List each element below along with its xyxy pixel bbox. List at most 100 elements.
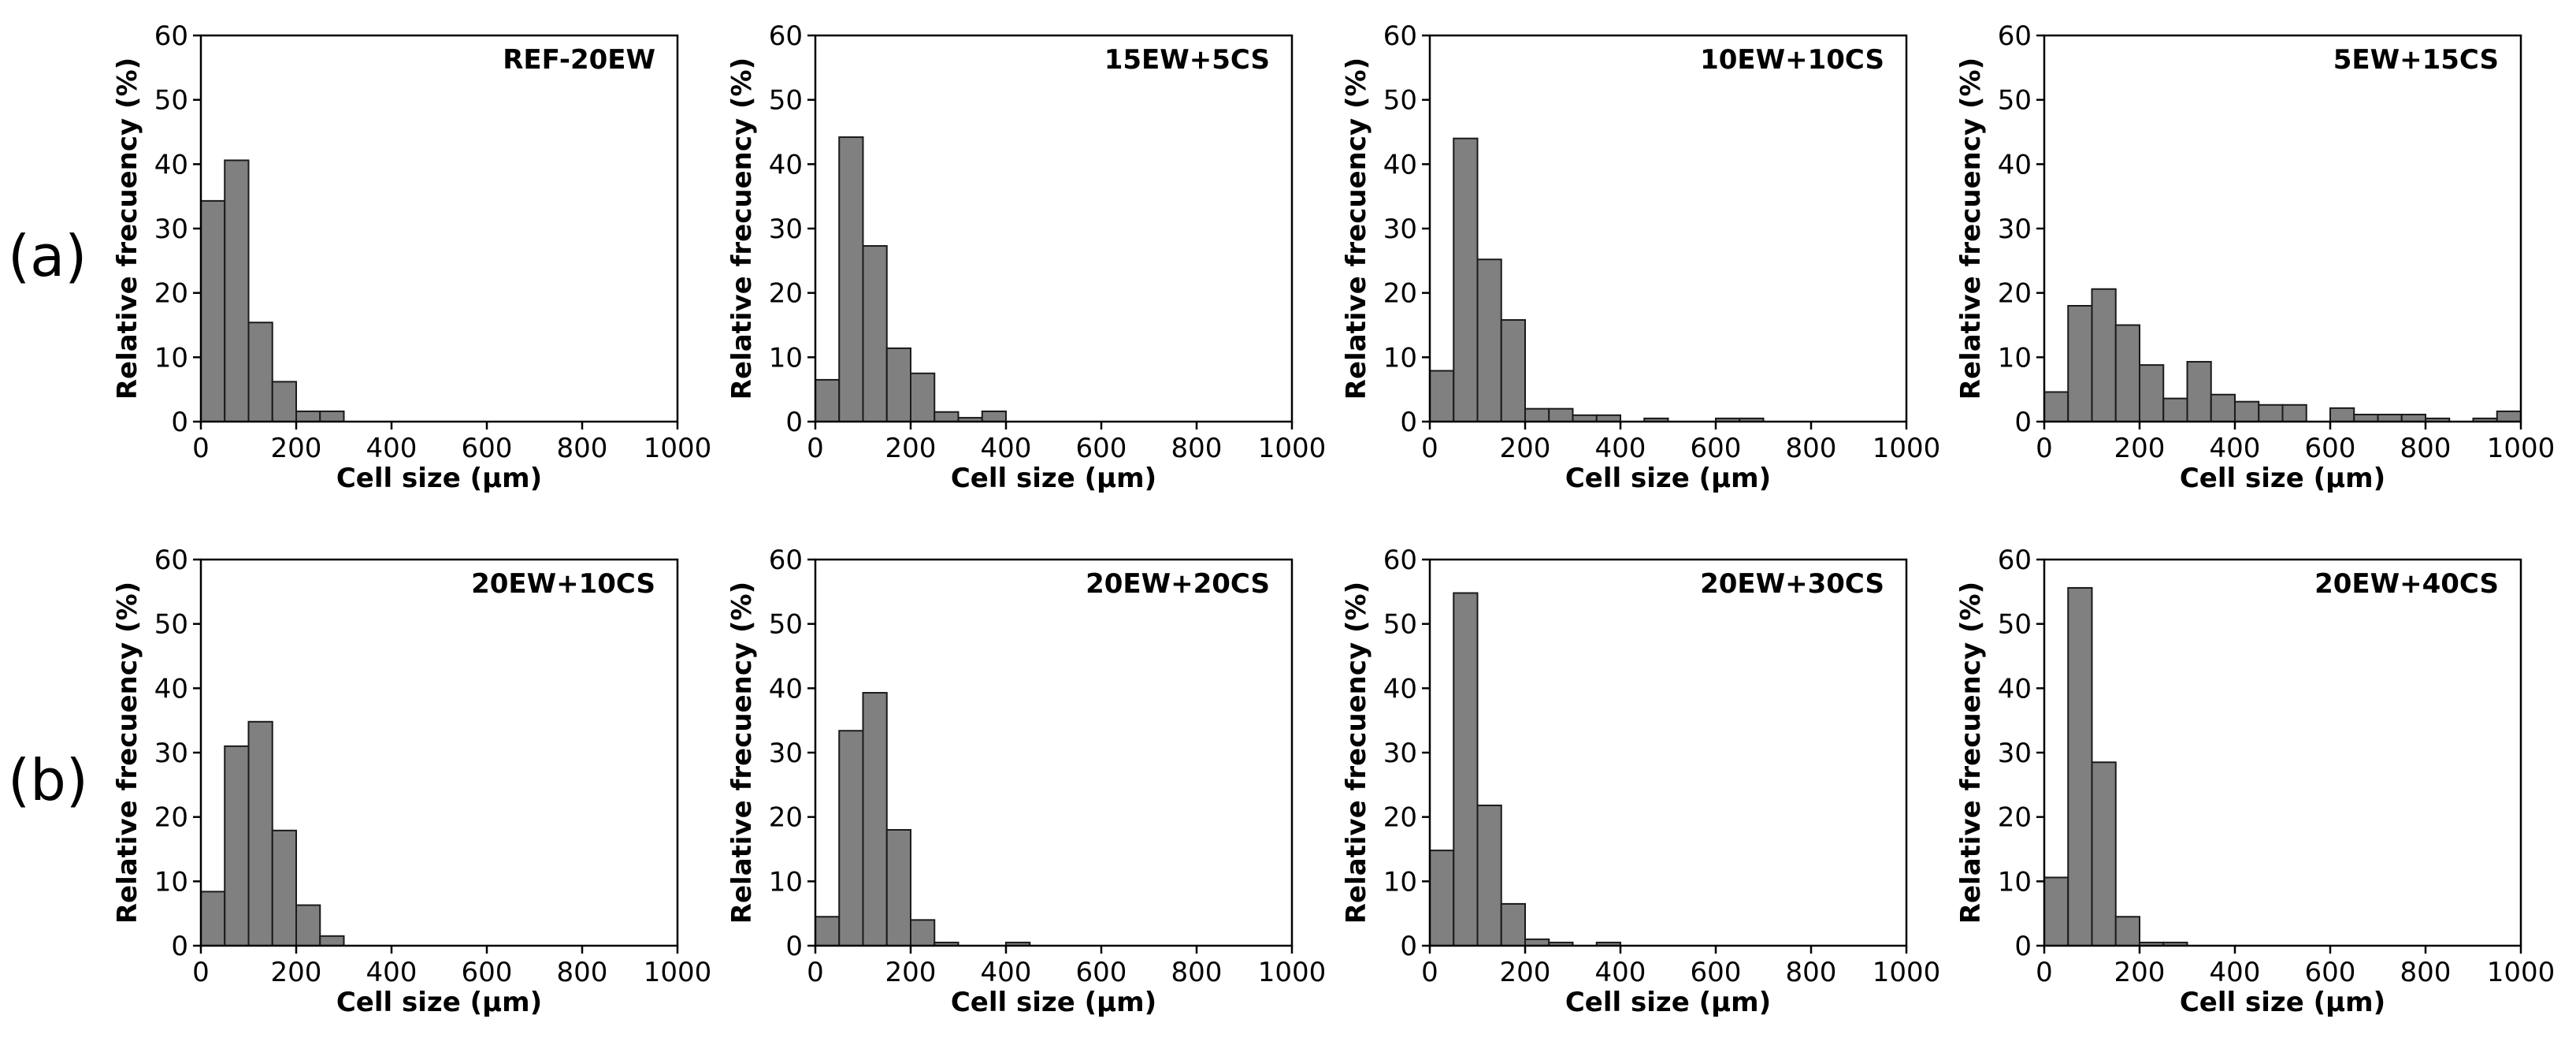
histogram-bar xyxy=(2139,364,2165,422)
y-tick-label: 50 xyxy=(769,85,803,117)
y-axis-title: Relative frecuency (%) xyxy=(1341,58,1372,400)
x-tick-label: 600 xyxy=(2305,957,2356,988)
histogram-panel: 0 200 400 600 800 1000 0 10 20 30 40 50 60 Cell size … xyxy=(1341,545,1940,1018)
histogram-bar xyxy=(1453,592,1479,946)
y-tick-label: 30 xyxy=(769,214,803,245)
x-axis-title: Cell size (μm) xyxy=(1565,987,1771,1018)
y-tick-label: 50 xyxy=(154,609,188,641)
x-tick-label: 800 xyxy=(1786,433,1837,464)
y-tick-label: 40 xyxy=(1998,149,2032,180)
histogram-bar xyxy=(1429,370,1455,423)
x-tick-label: 400 xyxy=(1595,957,1646,988)
y-tick-label: 60 xyxy=(1998,20,2032,52)
histogram-bar xyxy=(2043,876,2069,947)
histogram-bar xyxy=(981,410,1007,423)
histogram-bar xyxy=(885,347,911,422)
panel-title: 20EW+10CS xyxy=(471,568,655,600)
histogram-bar xyxy=(1453,137,1479,423)
histogram-panel: 0 200 400 600 800 1000 0 10 20 30 40 50 60 Cell size … xyxy=(726,545,1326,1018)
x-tick-label: 200 xyxy=(885,433,937,464)
y-tick-label: 20 xyxy=(769,278,803,310)
histogram-bar xyxy=(2114,916,2140,946)
y-tick-label: 10 xyxy=(1383,342,1417,374)
histogram-bar xyxy=(319,410,345,423)
x-tick-label: 0 xyxy=(192,433,210,464)
row-label-a: (a) xyxy=(8,223,87,289)
y-tick-label: 10 xyxy=(769,342,803,374)
y-tick-label: 50 xyxy=(1383,85,1417,117)
y-axis-title: Relative frecuency (%) xyxy=(1955,58,1987,400)
histogram-bar xyxy=(838,730,864,946)
histogram-bar xyxy=(910,919,936,947)
y-tick-label: 30 xyxy=(769,738,803,769)
x-tick-label: 600 xyxy=(462,957,513,988)
y-tick-label: 20 xyxy=(769,802,803,834)
x-tick-label: 1000 xyxy=(1258,957,1327,988)
y-tick-label: 10 xyxy=(1998,342,2032,374)
histogram-bar xyxy=(2400,414,2426,422)
histogram-bar xyxy=(2091,288,2117,422)
x-axis-title: Cell size (μm) xyxy=(336,463,542,494)
x-axis-title: Cell size (μm) xyxy=(1565,463,1771,494)
x-tick-label: 200 xyxy=(2114,433,2166,464)
y-tick-label: 60 xyxy=(154,545,188,576)
y-tick-label: 50 xyxy=(1998,609,2032,641)
x-axis-title: Cell size (μm) xyxy=(2180,987,2385,1018)
y-tick-label: 30 xyxy=(154,738,188,769)
row-label-b: (b) xyxy=(8,747,88,813)
histogram-bar xyxy=(271,829,297,946)
y-tick-label: 40 xyxy=(1383,149,1417,180)
histogram-bar xyxy=(247,322,273,423)
y-axis-title: Relative frecuency (%) xyxy=(112,582,143,924)
y-tick-label: 20 xyxy=(154,278,188,310)
y-tick-label: 40 xyxy=(1383,673,1417,705)
x-tick-label: 600 xyxy=(1076,433,1127,464)
histogram-panel: 0 200 400 600 800 1000 0 10 20 30 40 50 60 Cell size … xyxy=(1955,20,2555,494)
y-tick-label: 40 xyxy=(154,149,188,180)
histogram-panel: 0 200 400 600 800 1000 0 10 20 30 40 50 60 Cell size … xyxy=(112,545,711,1018)
y-axis-title: Relative frecuency (%) xyxy=(1341,582,1372,924)
histogram-bar xyxy=(862,692,888,946)
histogram-bar xyxy=(885,829,911,946)
histogram-panel: 0 200 400 600 800 1000 0 10 20 30 40 50 60 Cell size … xyxy=(1955,545,2555,1018)
y-tick-label: 0 xyxy=(2014,407,2032,438)
x-tick-label: 400 xyxy=(2210,957,2261,988)
histogram-bar xyxy=(2353,414,2379,422)
histogram-bar xyxy=(2210,393,2236,423)
x-tick-label: 0 xyxy=(807,433,824,464)
x-tick-label: 400 xyxy=(366,957,418,988)
y-tick-label: 10 xyxy=(1383,866,1417,898)
y-tick-label: 0 xyxy=(1400,931,1417,962)
panel-title: 5EW+15CS xyxy=(2333,44,2499,76)
histogram-bar xyxy=(1500,318,1526,423)
histogram-panel: 0 200 400 600 800 1000 0 10 20 30 40 50 60 Cell size … xyxy=(1341,20,1940,494)
x-tick-label: 600 xyxy=(1691,433,1742,464)
histogram-bar xyxy=(1476,804,1502,947)
histogram-bar xyxy=(271,381,297,423)
x-tick-label: 0 xyxy=(1421,433,1438,464)
y-tick-label: 40 xyxy=(154,673,188,705)
y-tick-label: 30 xyxy=(1998,738,2032,769)
panel-title: 20EW+40CS xyxy=(2314,568,2499,600)
x-tick-label: 200 xyxy=(2114,957,2166,988)
histogram-bar xyxy=(224,159,250,423)
y-tick-label: 0 xyxy=(171,931,188,962)
y-tick-label: 20 xyxy=(1383,278,1417,310)
x-tick-label: 1000 xyxy=(1873,957,1941,988)
x-axis-title: Cell size (μm) xyxy=(2180,463,2385,494)
histogram-bar xyxy=(295,904,321,947)
histogram-panel: 0 200 400 600 800 1000 0 10 20 30 40 50 60 Cell size … xyxy=(112,20,711,494)
panel-title: 10EW+10CS xyxy=(1700,44,1884,76)
histogram-bar xyxy=(815,916,841,946)
y-tick-label: 40 xyxy=(769,673,803,705)
x-tick-label: 0 xyxy=(807,957,824,988)
x-tick-label: 200 xyxy=(885,957,937,988)
x-tick-label: 200 xyxy=(271,433,322,464)
y-tick-label: 60 xyxy=(154,20,188,52)
x-tick-label: 400 xyxy=(1595,433,1646,464)
histogram-bar xyxy=(1429,850,1455,946)
histogram-bar xyxy=(1476,258,1502,423)
x-tick-label: 1000 xyxy=(1258,433,1327,464)
